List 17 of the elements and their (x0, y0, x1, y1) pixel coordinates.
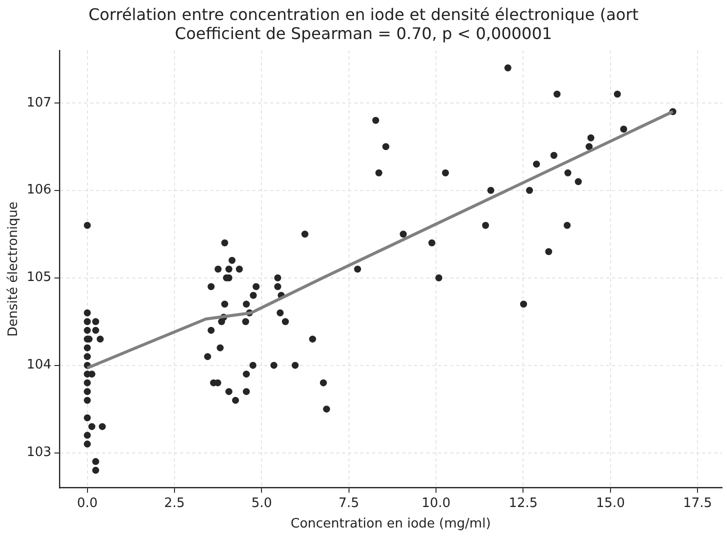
y-tick-label: 106 (26, 182, 52, 198)
x-tick-label: 12.5 (508, 496, 538, 511)
x-axis-title: Concentration en iode (mg/ml) (290, 516, 491, 532)
y-axis-title: Densité électronique (6, 202, 22, 337)
x-tick-label: 10.0 (422, 496, 451, 511)
y-tick-label: 107 (26, 95, 52, 110)
x-tick-label: 5.0 (251, 496, 272, 511)
x-tick-label: 7.5 (338, 496, 360, 511)
y-tick-label: 103 (26, 445, 52, 460)
x-tick-label: 15.0 (596, 496, 625, 511)
chart-subtitle: Coefficient de Spearman = 0.70, p < 0,000001 (174, 24, 552, 43)
chart-title: Corrélation entre concentration en iode et densité électronique (aort (88, 4, 639, 24)
y-tick-label: 105 (26, 270, 52, 286)
x-tick-label: 0.0 (76, 496, 98, 511)
y-tick-label: 104 (26, 358, 52, 373)
x-tick-label: 2.5 (164, 496, 185, 511)
x-tick-label: 17.5 (683, 496, 712, 511)
